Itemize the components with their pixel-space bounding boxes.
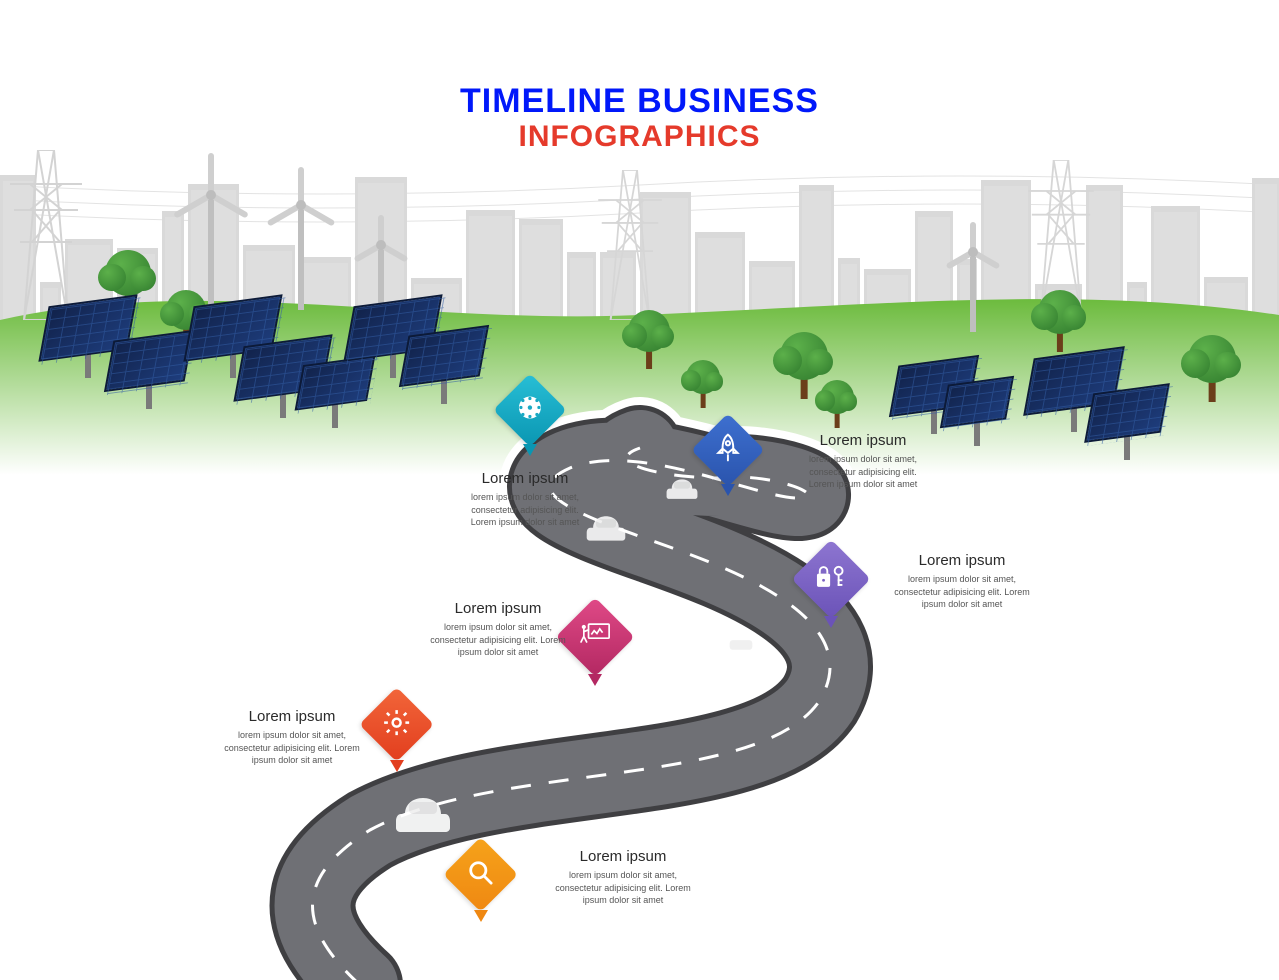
caption-heading: Lorem ipsum: [222, 708, 362, 725]
timeline-caption: Lorem ipsum lorem ipsum dolor sit amet, …: [222, 708, 362, 767]
marker-pointer: [824, 616, 838, 628]
timeline-caption: Lorem ipsum lorem ipsum dolor sit amet, …: [460, 470, 590, 529]
caption-heading: Lorem ipsum: [798, 432, 928, 449]
timeline-caption: Lorem ipsum lorem ipsum dolor sit amet, …: [892, 552, 1032, 611]
timeline-marker: [692, 414, 764, 486]
infographic-stage: TIMELINE BUSINESS INFOGRAPHICS: [0, 0, 1279, 980]
search-icon: [467, 858, 495, 891]
marker-pointer: [474, 910, 488, 922]
car-icon: [395, 792, 451, 839]
timeline-caption: Lorem ipsum lorem ipsum dolor sit amet, …: [428, 600, 568, 659]
marker-pointer: [523, 444, 537, 456]
marker-pointer: [588, 674, 602, 686]
timeline-caption: Lorem ipsum lorem ipsum dolor sit amet, …: [798, 432, 928, 491]
marker-diamond: [443, 837, 518, 912]
caption-heading: Lorem ipsum: [460, 470, 590, 487]
timeline-caption: Lorem ipsum lorem ipsum dolor sit amet, …: [548, 848, 698, 907]
marker-diamond: [493, 373, 566, 446]
car-icon: [718, 632, 764, 671]
marker-pointer: [390, 760, 404, 772]
timeline-marker: [444, 838, 518, 912]
caption-body: lorem ipsum dolor sit amet, consectetur …: [892, 573, 1032, 611]
caption-body: lorem ipsum dolor sit amet, consectetur …: [222, 729, 362, 767]
caption-heading: Lorem ipsum: [428, 600, 568, 617]
gear-icon: [382, 707, 412, 742]
timeline-marker: [360, 688, 434, 762]
timeline-marker: [494, 374, 566, 446]
marker-diamond: [691, 413, 764, 486]
caption-heading: Lorem ipsum: [892, 552, 1032, 569]
rocket-icon: [715, 432, 741, 467]
caption-body: lorem ipsum dolor sit amet, consectetur …: [428, 621, 568, 659]
atom-icon: [515, 392, 545, 427]
winding-road: [0, 0, 1279, 980]
caption-body: lorem ipsum dolor sit amet, consectetur …: [548, 869, 698, 907]
marker-pointer: [721, 484, 735, 496]
marker-diamond: [791, 539, 870, 618]
timeline-marker: [792, 540, 870, 618]
lock-key-icon: [815, 562, 847, 595]
caption-heading: Lorem ipsum: [548, 848, 698, 865]
car-icon: [586, 512, 626, 547]
caption-body: lorem ipsum dolor sit amet, consectetur …: [798, 453, 928, 491]
caption-body: lorem ipsum dolor sit amet, consectetur …: [460, 491, 590, 529]
marker-diamond: [359, 687, 434, 762]
presentation-icon: [580, 619, 610, 654]
